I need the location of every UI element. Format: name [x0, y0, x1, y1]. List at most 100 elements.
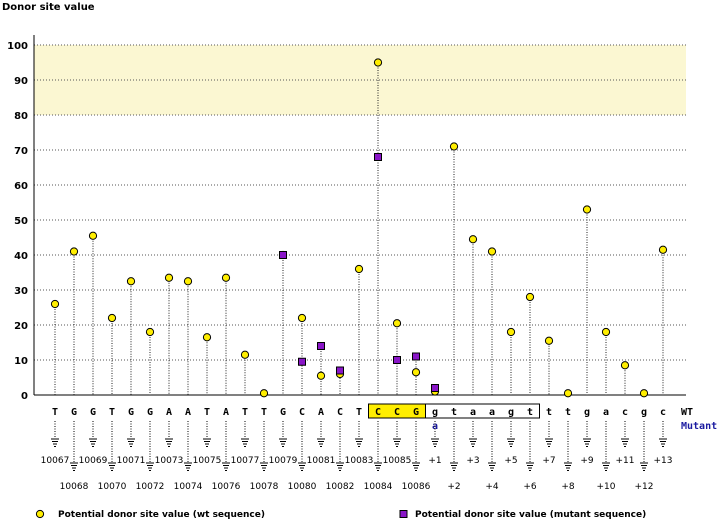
base-10081: A: [318, 407, 324, 418]
y-tick-label-20: 20: [14, 321, 28, 332]
mutant-point-10085: [393, 356, 401, 364]
position-label-+2: +2: [447, 482, 460, 492]
legend-wt-marker: [35, 509, 45, 519]
wt-point-+6: [525, 292, 535, 302]
wt-point-10076: [221, 273, 231, 282]
position-label-+6: +6: [523, 482, 537, 492]
position-label-+7: +7: [542, 456, 555, 466]
mutant-point-10082: [336, 366, 344, 375]
y-tick-label-80: 80: [14, 111, 28, 122]
position-label-10083: 10083: [345, 456, 374, 466]
wt-point-10069: [88, 231, 98, 240]
base-+11: c: [622, 407, 628, 418]
position-label-+4: +4: [485, 482, 499, 492]
position-label-10085: 10085: [383, 456, 412, 466]
base-10079: G: [280, 407, 286, 418]
legend-mutant-marker: [399, 510, 408, 518]
mutant-point-10084: [374, 153, 382, 161]
position-label-10086: 10086: [402, 482, 431, 492]
wt-point-+13: [658, 245, 668, 254]
wt-point-+10: [601, 327, 611, 337]
wt-point-10068: [69, 247, 79, 256]
position-label-+11: +11: [616, 456, 635, 466]
base-10074: A: [185, 407, 191, 418]
y-tick-label-50: 50: [14, 216, 28, 227]
base-10068: G: [71, 407, 77, 418]
wt-point-10072: [145, 327, 155, 337]
position-label-+3: +3: [466, 456, 479, 466]
mutant-row-label: Mutant: [681, 421, 717, 432]
position-label-10067: 10067: [41, 456, 70, 466]
base-10073: A: [166, 407, 172, 418]
mutant-point-10079: [279, 251, 287, 259]
base-+8: t: [565, 407, 571, 418]
position-label-10076: 10076: [212, 482, 241, 492]
intron-motif-box: [425, 403, 540, 419]
wt-point-10073: [164, 273, 174, 282]
base-+5: g: [508, 407, 514, 418]
mutant-point-10081: [317, 342, 325, 350]
wt-point-+5: [506, 327, 516, 337]
wt-row-label: WT: [681, 407, 693, 418]
base-+2: t: [451, 407, 457, 418]
base-+4: a: [489, 407, 495, 418]
position-label-10075: 10075: [193, 456, 222, 466]
base-10076: A: [223, 407, 229, 418]
position-label-+5: +5: [504, 456, 517, 466]
base-10070: T: [109, 407, 115, 418]
position-label-10069: 10069: [79, 456, 108, 466]
base-10078: T: [261, 407, 267, 418]
wt-point-10084: [373, 58, 383, 67]
position-label-10074: 10074: [174, 482, 203, 492]
wt-point-+7: [544, 336, 554, 345]
y-tick-label-30: 30: [14, 286, 28, 297]
base-10080: C: [299, 407, 305, 418]
position-label-10077: 10077: [231, 456, 260, 466]
position-label-10073: 10073: [155, 456, 184, 466]
position-label-+13: +13: [654, 456, 673, 466]
position-label-10072: 10072: [136, 482, 165, 492]
wt-point-10081: [316, 371, 326, 380]
base-+7: t: [546, 407, 552, 418]
highlight-band: [34, 45, 686, 115]
position-label-10068: 10068: [60, 482, 89, 492]
wt-point-+8: [563, 389, 573, 398]
legend-mutant-label: Potential donor site value (mutant seque…: [415, 510, 646, 520]
y-tick-label-60: 60: [14, 181, 28, 192]
position-label-+8: +8: [561, 482, 575, 492]
position-label-10084: 10084: [364, 482, 393, 492]
y-tick-label-10: 10: [14, 356, 28, 367]
wt-point-10083: [354, 264, 364, 274]
wt-point-10075: [202, 333, 212, 342]
position-label-10079: 10079: [269, 456, 298, 466]
base-+10: a: [603, 407, 609, 418]
y-tick-label-100: 100: [7, 41, 28, 52]
y-tick-label-90: 90: [14, 76, 28, 87]
base-10085: C: [394, 407, 400, 418]
mutant-point-+1: [431, 384, 439, 392]
wt-point-+12: [639, 389, 649, 398]
position-label-10080: 10080: [288, 482, 317, 492]
wt-point-10080: [297, 313, 307, 323]
wt-point-+11: [620, 361, 630, 370]
mutant-point-10086: [412, 352, 420, 361]
position-label-+1: +1: [428, 456, 441, 466]
base-10069: G: [90, 407, 96, 418]
base-10075: T: [204, 407, 210, 418]
base-10071: G: [128, 407, 134, 418]
position-label-+9: +9: [580, 456, 594, 466]
base-10083: T: [356, 407, 362, 418]
base-10072: G: [147, 407, 153, 418]
wt-point-10067: [50, 299, 60, 309]
wt-point-10085: [392, 319, 402, 328]
position-label-10082: 10082: [326, 482, 355, 492]
position-label-+12: +12: [635, 482, 654, 492]
mutant-point-10080: [298, 357, 306, 366]
wt-point-+2: [449, 142, 459, 151]
position-label-10078: 10078: [250, 482, 279, 492]
base-10086: G: [413, 407, 419, 418]
legend-wt-label: Potential donor site value (wt sequence): [58, 510, 265, 520]
position-label-+10: +10: [597, 482, 616, 492]
